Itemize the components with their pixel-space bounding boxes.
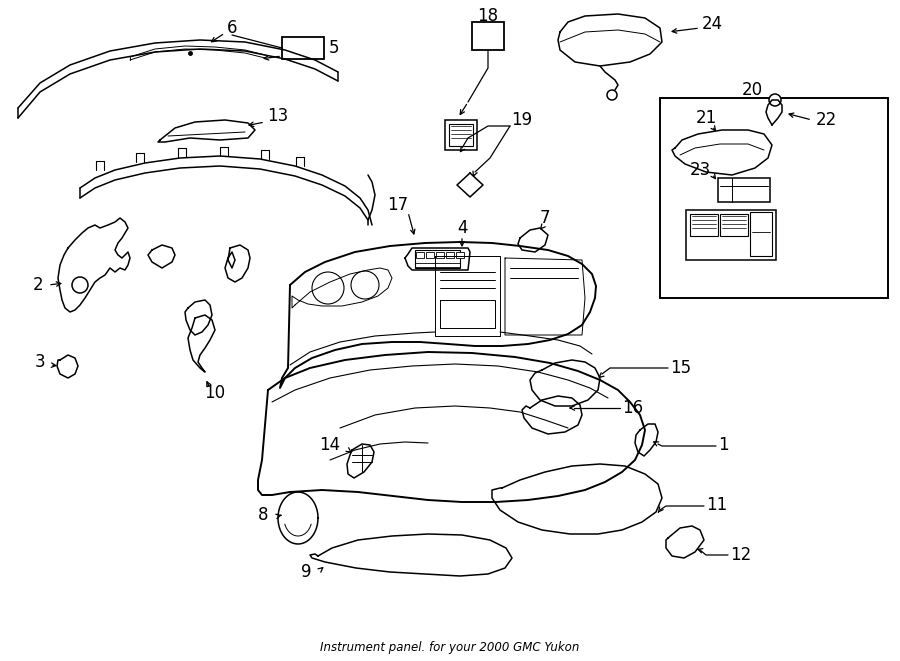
Text: 12: 12 [730, 546, 752, 564]
Circle shape [72, 277, 88, 293]
Text: 1: 1 [718, 436, 729, 454]
Text: 22: 22 [815, 111, 837, 129]
Text: Instrument panel. for your 2000 GMC Yukon: Instrument panel. for your 2000 GMC Yuko… [320, 641, 580, 654]
Text: 21: 21 [696, 109, 716, 127]
Bar [456, 252, 464, 258]
Text: 24: 24 [701, 15, 723, 33]
Bar [446, 252, 454, 258]
Text: 15: 15 [670, 359, 691, 377]
Bar [660, 98, 888, 298]
Text: 5: 5 [328, 39, 339, 57]
Bar [416, 252, 424, 258]
Bar [686, 210, 776, 260]
Text: 6: 6 [227, 19, 238, 37]
Bar [436, 252, 444, 258]
Polygon shape [258, 352, 645, 502]
Bar [720, 214, 748, 236]
Polygon shape [280, 242, 596, 388]
Text: 14: 14 [319, 436, 340, 454]
Text: 19: 19 [511, 111, 533, 129]
Circle shape [351, 271, 379, 299]
Circle shape [769, 94, 781, 106]
Bar [415, 250, 460, 268]
Text: 3: 3 [35, 353, 45, 371]
Bar [472, 22, 504, 50]
Circle shape [607, 90, 617, 100]
Text: 9: 9 [302, 563, 312, 581]
Bar [718, 178, 770, 202]
Text: 18: 18 [477, 7, 499, 25]
Bar [690, 214, 718, 236]
Text: 11: 11 [706, 496, 727, 514]
Text: 8: 8 [257, 506, 268, 524]
Text: 20: 20 [742, 81, 762, 99]
Text: 23: 23 [689, 161, 711, 179]
Bar [426, 252, 434, 258]
Bar [449, 124, 473, 146]
Text: 17: 17 [387, 196, 409, 214]
Text: 7: 7 [540, 209, 550, 227]
Text: 2: 2 [32, 276, 43, 294]
Bar [282, 37, 324, 59]
Text: 13: 13 [267, 107, 289, 125]
Bar [750, 212, 772, 256]
Text: 4: 4 [456, 219, 467, 237]
Text: 10: 10 [204, 384, 226, 402]
Text: 16: 16 [622, 399, 644, 417]
Bar [445, 120, 477, 150]
Circle shape [312, 272, 344, 304]
